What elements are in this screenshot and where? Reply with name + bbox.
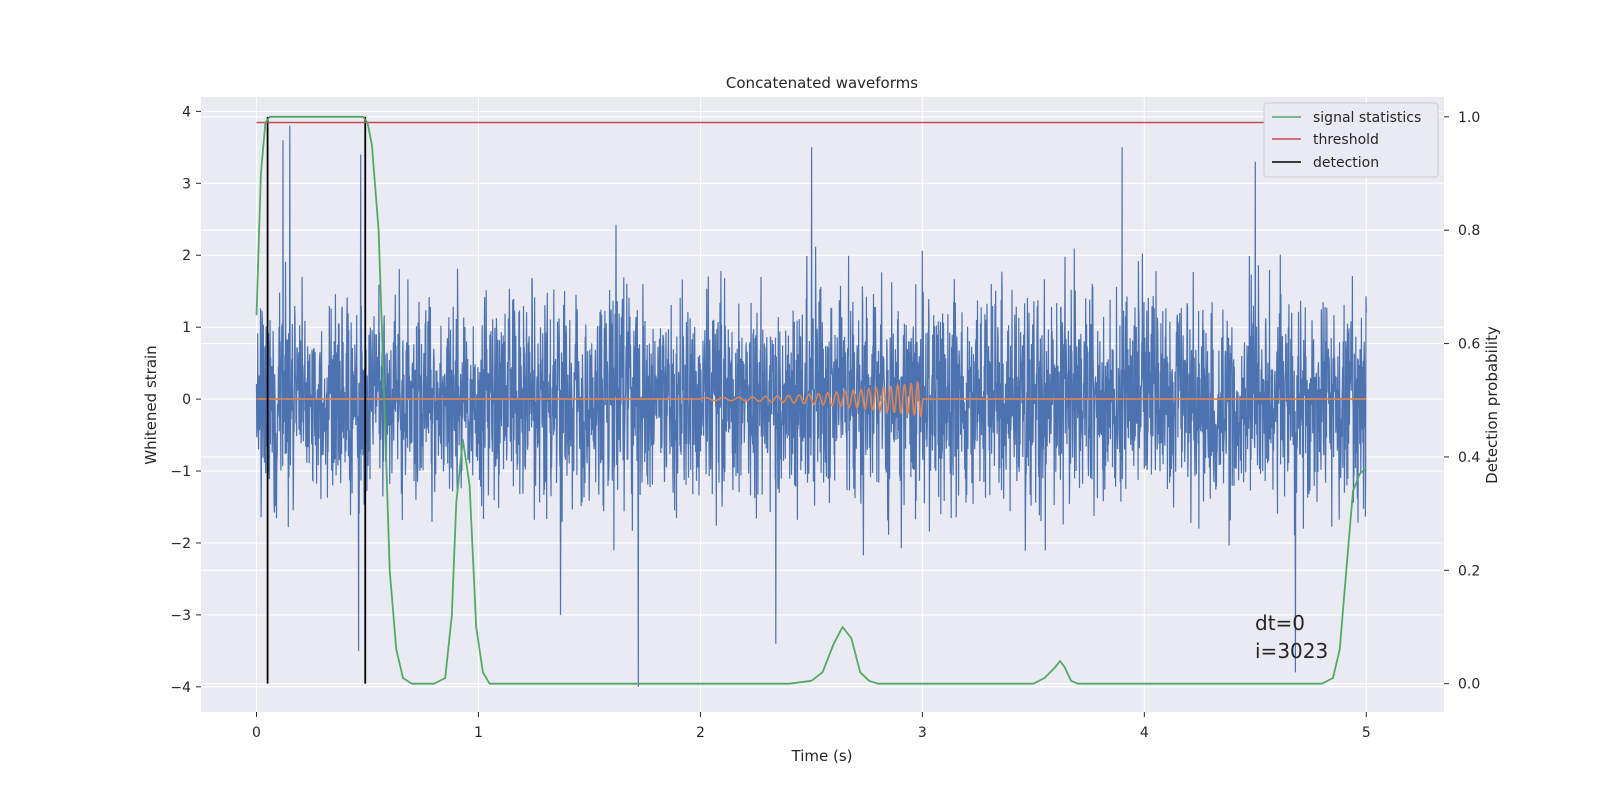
legend-box — [1263, 102, 1439, 178]
legend-label-threshold: threshold — [1313, 132, 1379, 148]
legend-label-detection: detection — [1313, 155, 1379, 171]
left-axis: −4 −3 −2 −1 0 1 2 3 4 — [170, 104, 201, 696]
x-tick-label: 2 — [696, 725, 705, 741]
x-tick-label: 1 — [474, 725, 483, 741]
legend-label-signal-statistics: signal statistics — [1313, 110, 1421, 126]
y-axis-label: Whitened strain — [142, 345, 160, 464]
y-axis-right-label: Detection probability — [1483, 326, 1501, 484]
y-tick-label: −1 — [170, 464, 191, 480]
series-layer — [255, 115, 1367, 687]
annotation-index: i=3023 — [1255, 639, 1328, 663]
y-tick-label: 0 — [182, 392, 191, 408]
y-tick-label: 2 — [182, 248, 191, 264]
y-tick-label: 3 — [182, 176, 191, 192]
x-tick-label: 5 — [1362, 725, 1371, 741]
chart-title: Concatenated waveforms — [726, 74, 918, 92]
y-right-tick-label: 0.8 — [1458, 223, 1480, 239]
annotation-dt: dt=0 — [1255, 611, 1305, 635]
y-tick-label: −2 — [170, 536, 191, 552]
legend: signal statistics threshold detection — [1263, 102, 1439, 178]
y-tick-label: 1 — [182, 320, 191, 336]
x-tick-label: 3 — [918, 725, 927, 741]
y-right-tick-label: 0.6 — [1458, 337, 1480, 353]
strain-noise-line — [255, 125, 1367, 687]
x-axis-label: Time (s) — [791, 747, 853, 765]
y-tick-label: 4 — [182, 104, 191, 120]
y-tick-label: −3 — [170, 608, 191, 624]
x-tick-label: 0 — [252, 725, 261, 741]
y-right-tick-label: 1.0 — [1458, 110, 1480, 126]
x-tick-label: 4 — [1140, 725, 1149, 741]
signal-statistics-line — [255, 115, 1367, 685]
x-axis: 0 1 2 3 4 5 — [252, 712, 1371, 741]
right-axis: 0.0 0.2 0.4 0.6 0.8 1.0 — [1444, 110, 1480, 693]
y-right-tick-label: 0.0 — [1458, 677, 1480, 693]
y-tick-label: −4 — [170, 680, 191, 696]
waveform-line — [256, 380, 1367, 418]
y-right-tick-label: 0.4 — [1458, 450, 1480, 466]
y-right-tick-label: 0.2 — [1458, 563, 1480, 579]
